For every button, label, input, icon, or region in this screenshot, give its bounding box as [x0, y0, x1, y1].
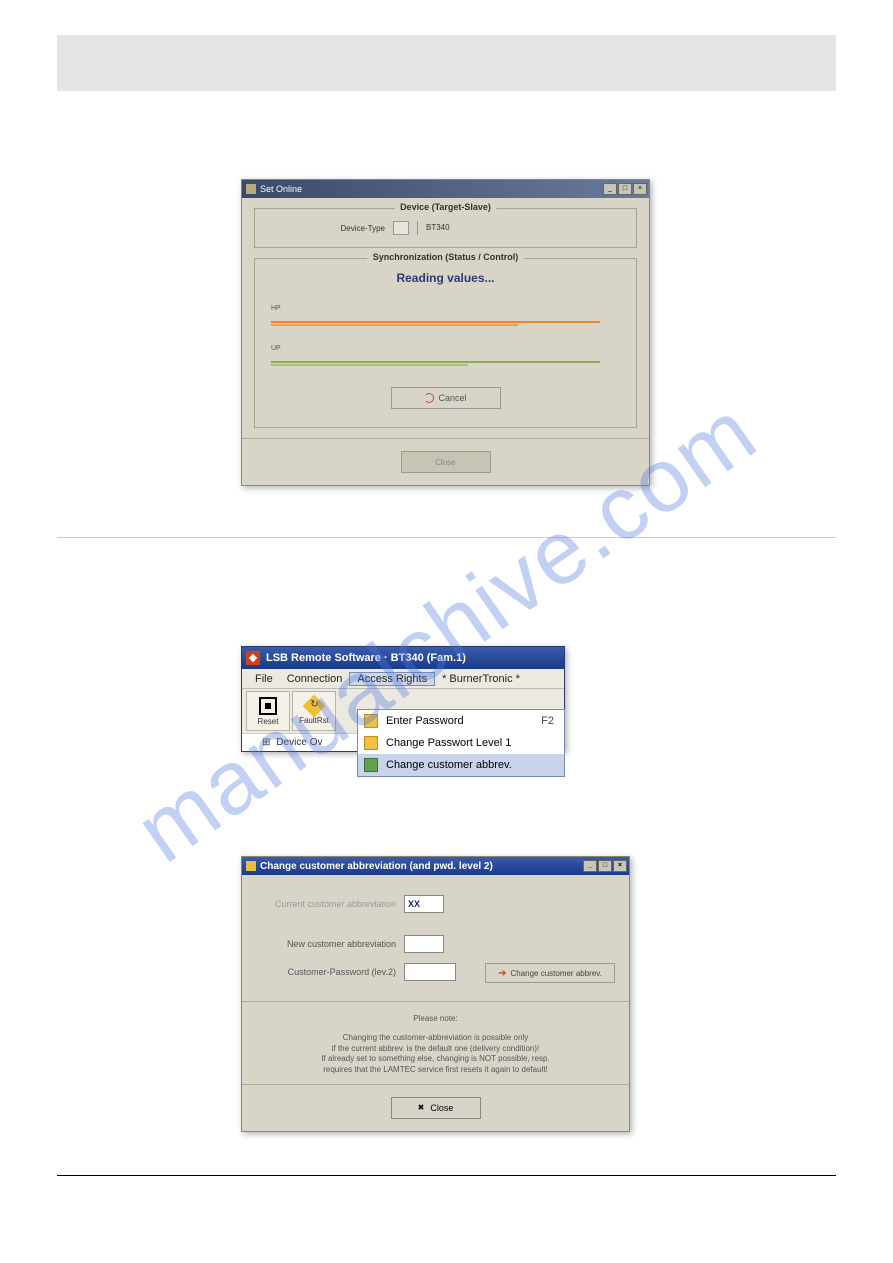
lock-icon: [246, 861, 256, 871]
menu-enter-password[interactable]: Enter Password F2: [358, 710, 564, 732]
window3-title: Change customer abbreviation (and pwd. l…: [260, 861, 493, 872]
device-type-icon: [393, 221, 409, 235]
reset-label: Reset: [258, 717, 279, 726]
progress-label-up: UP: [271, 345, 287, 352]
device-fieldset: Device (Target-Slave) Device-Type BT340: [254, 208, 637, 248]
current-abbrev-label: Current customer abbreviation: [256, 899, 404, 909]
cancel-icon: [424, 393, 434, 403]
progress-label-hp: HP: [271, 305, 287, 312]
dd-label: Enter Password: [386, 715, 464, 727]
progress-row-up: UP: [271, 337, 620, 373]
change-abbrev-button[interactable]: ➔ Change customer abbrev.: [485, 963, 615, 983]
menu-connection[interactable]: Connection: [280, 673, 350, 685]
cancel-label: Cancel: [438, 393, 466, 403]
device-legend: Device (Target-Slave): [394, 202, 497, 212]
reset-button[interactable]: Reset: [246, 691, 290, 731]
window2-title: LSB Remote Software · BT340 (Fam.1): [266, 652, 466, 664]
new-abbrev-input[interactable]: [404, 935, 444, 953]
progress-row-hp: HP: [271, 297, 620, 333]
close-label: Close: [435, 458, 455, 467]
change-abbrev-window: Change customer abbreviation (and pwd. l…: [241, 856, 630, 1132]
cancel-button[interactable]: Cancel: [391, 387, 501, 409]
dd-label: Change Passwort Level 1: [386, 737, 511, 749]
minimize-icon[interactable]: _: [583, 860, 597, 872]
dd-shortcut: F2: [541, 715, 558, 727]
window3-titlebar[interactable]: Change customer abbreviation (and pwd. l…: [242, 857, 629, 875]
current-abbrev-input: [404, 895, 444, 913]
footer-rule: [57, 1175, 836, 1176]
reset-icon: [259, 697, 277, 715]
page-header-bar: [57, 35, 836, 91]
progress-bar: [271, 324, 518, 326]
maximize-icon[interactable]: □: [598, 860, 612, 872]
app-logo-icon: [246, 651, 260, 665]
note-title: Please note:: [262, 1014, 609, 1025]
window1-title: Set Online: [260, 184, 302, 194]
lock-icon: [364, 736, 378, 750]
lsb-remote-window: LSB Remote Software · BT340 (Fam.1) File…: [241, 646, 565, 752]
close-icon[interactable]: ×: [633, 183, 647, 195]
form-area: Current customer abbreviation New custom…: [242, 875, 629, 1002]
window2-titlebar[interactable]: LSB Remote Software · BT340 (Fam.1): [242, 647, 564, 669]
note-body: Changing the customer-abbreviation is po…: [262, 1033, 609, 1076]
close-button-disabled: Close: [401, 451, 491, 473]
device-type-label: Device-Type: [325, 224, 385, 233]
dd-label: Change customer abbrev.: [386, 759, 512, 771]
section-divider: [57, 537, 836, 538]
faultrst-button[interactable]: FaultRst: [292, 691, 336, 731]
sync-fieldset: Synchronization (Status / Control) Readi…: [254, 258, 637, 428]
menu-change-password[interactable]: Change Passwort Level 1: [358, 732, 564, 754]
menubar: File Connection Access Rights * BurnerTr…: [242, 669, 564, 689]
subbar-label: Device Ov: [276, 737, 322, 748]
new-abbrev-label: New customer abbreviation: [256, 939, 404, 949]
menu-access-rights[interactable]: Access Rights: [349, 672, 435, 686]
change-btn-label: Change customer abbrev.: [510, 969, 601, 978]
x-icon: ✖: [418, 1103, 425, 1112]
lock-open-icon: [364, 714, 378, 728]
minimize-icon[interactable]: _: [603, 183, 617, 195]
window1-app-icon: [246, 184, 256, 194]
customer-pwd-label: Customer-Password (lev.2): [256, 967, 404, 977]
sync-legend: Synchronization (Status / Control): [367, 252, 525, 262]
progress-bar: [271, 364, 468, 366]
menu-file[interactable]: File: [248, 673, 280, 685]
menu-change-customer-abbrev[interactable]: Change customer abbrev.: [358, 754, 564, 776]
close-button[interactable]: ✖ Close: [391, 1097, 481, 1119]
sync-status-text: Reading values...: [271, 271, 620, 285]
customer-pwd-input[interactable]: [404, 963, 456, 981]
window1-titlebar[interactable]: Set Online _ □ ×: [242, 180, 649, 198]
close-icon[interactable]: ×: [613, 860, 627, 872]
access-rights-dropdown: Enter Password F2 Change Passwort Level …: [357, 709, 565, 777]
progress-bar: [271, 361, 600, 363]
fault-icon: [303, 694, 326, 717]
note-area: Please note: Changing the customer-abbre…: [242, 1002, 629, 1085]
maximize-icon[interactable]: □: [618, 183, 632, 195]
menu-burnertronic[interactable]: * BurnerTronic *: [435, 673, 527, 685]
device-type-value: BT340: [417, 221, 477, 235]
id-card-icon: [364, 758, 378, 772]
close-label: Close: [430, 1103, 453, 1113]
set-online-window: Set Online _ □ × Device (Target-Slave) D…: [241, 179, 650, 486]
progress-bar: [271, 321, 600, 323]
arrow-right-icon: ➔: [498, 968, 506, 979]
